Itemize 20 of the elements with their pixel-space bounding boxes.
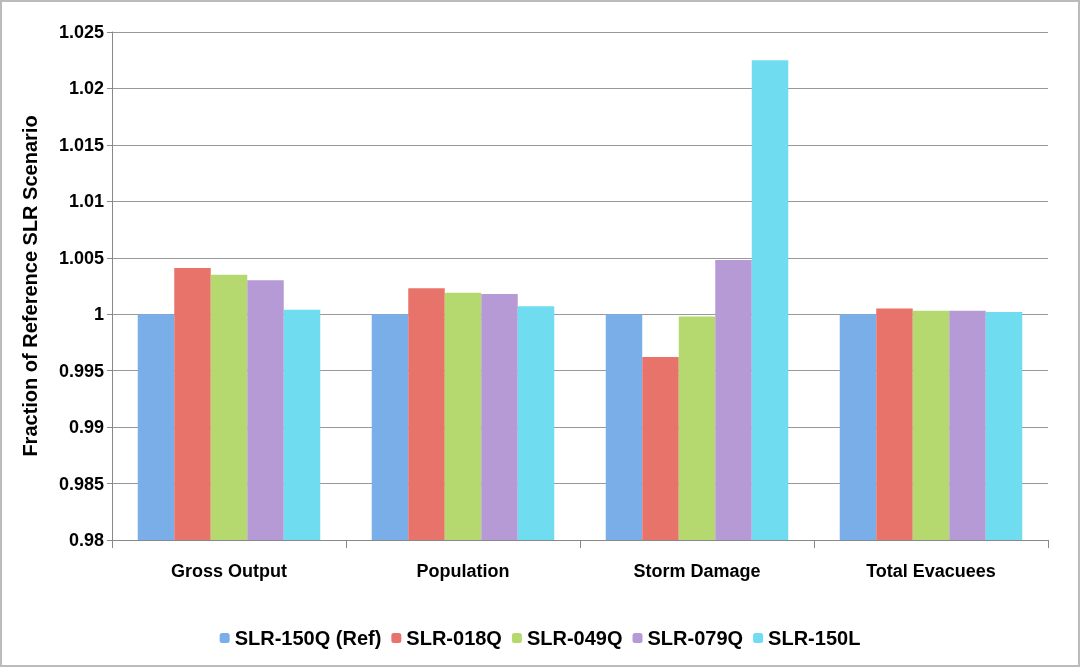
x-tick-label: Population xyxy=(416,561,510,581)
legend-label: SLR-150L xyxy=(768,627,861,649)
legend-label: SLR-079Q xyxy=(647,627,744,649)
y-tick-label: 1.005 xyxy=(58,247,104,268)
y-tick-label: 0.98 xyxy=(68,530,104,550)
y-axis-title: Fraction of Reference SLR Scenario xyxy=(19,115,41,457)
x-tick-label: Gross Output xyxy=(171,561,287,581)
y-tick-label: 1.01 xyxy=(68,191,104,212)
x-tick-label: Total Evacuees xyxy=(866,561,996,581)
y-tick-label: 1.025 xyxy=(58,22,104,42)
y-tick-label: 1 xyxy=(93,304,104,325)
y-tick-label: 0.995 xyxy=(58,360,104,381)
y-tick-label: 0.985 xyxy=(58,473,104,494)
legend-label: SLR-018Q xyxy=(406,627,502,649)
y-tick-label: 1.02 xyxy=(68,78,104,99)
x-tick-label: Storm Damage xyxy=(633,561,761,581)
legend-label: SLR-150Q (Ref) xyxy=(234,627,382,649)
y-tick-label: 0.99 xyxy=(68,417,104,438)
y-tick-label: 1.015 xyxy=(58,134,104,155)
legend-label: SLR-049Q xyxy=(526,627,623,649)
